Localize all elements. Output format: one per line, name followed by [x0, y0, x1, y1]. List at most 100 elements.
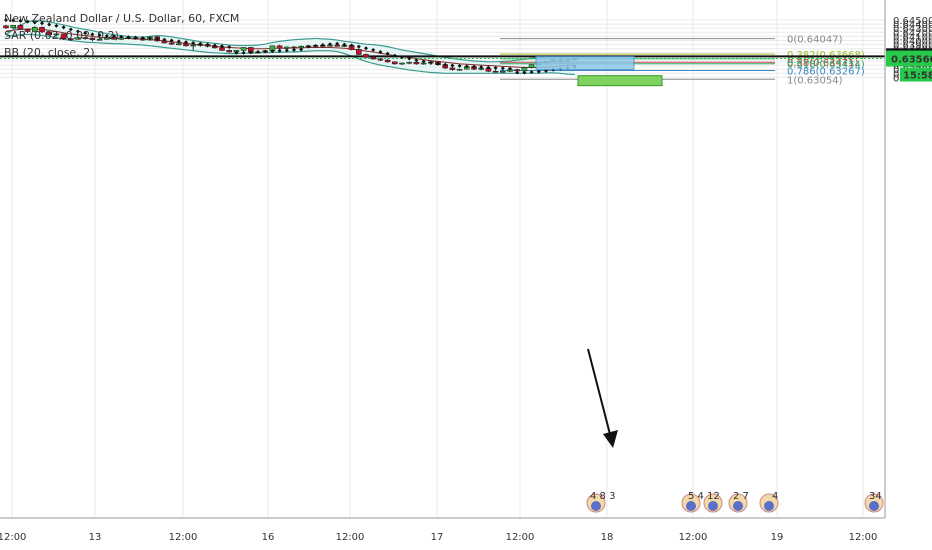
candle-body — [276, 45, 283, 49]
y-tick-label: 0.64300 — [893, 24, 932, 35]
candle-body — [240, 47, 247, 51]
candle-body — [168, 42, 175, 45]
candle-body — [363, 54, 369, 58]
y-tick-label: 0.64200 — [893, 28, 932, 39]
event-icon-flag — [764, 501, 774, 511]
event-calendar-icon — [681, 493, 701, 513]
sar-dot — [90, 32, 95, 37]
y-tick-label: 0.63400 — [893, 61, 932, 72]
sar-dot — [443, 62, 448, 67]
countdown-label: 15:58 — [903, 71, 932, 82]
event-icon-flag — [869, 501, 879, 511]
event-calendar-icon — [728, 493, 748, 513]
x-tick-label: 12:00 — [679, 532, 708, 543]
candle-body — [377, 58, 384, 61]
event-icon-label: 2 7 — [733, 491, 749, 502]
sar-dot — [508, 66, 512, 71]
sar-dot — [450, 63, 455, 68]
sar-dot — [299, 47, 304, 52]
candle-body — [413, 61, 420, 65]
sar-dot — [263, 49, 268, 54]
event-icon-flag — [733, 501, 743, 511]
sar-dot — [11, 18, 16, 23]
y-tick-label: 0.64100 — [893, 32, 932, 43]
x-tick-label: 17 — [431, 532, 444, 543]
sar-dot — [472, 64, 476, 69]
candle-body — [406, 61, 413, 64]
last-price-label-bg — [886, 50, 932, 67]
x-tick-label: 13 — [89, 532, 102, 543]
sar-dot — [119, 34, 124, 39]
candle-body — [226, 50, 232, 53]
x-tick-label: 19 — [771, 532, 784, 543]
resistance-zone-box — [535, 56, 635, 71]
candle-body — [492, 70, 499, 73]
down-arrow-shaft — [587, 348, 613, 443]
sar-dot — [464, 64, 469, 69]
x-tick-label: 12:00 — [169, 532, 198, 543]
candle-body — [521, 67, 528, 72]
event-calendar-icon — [864, 493, 884, 513]
sar-dot — [335, 41, 340, 46]
candle-body — [176, 43, 182, 46]
candle-body — [46, 31, 53, 36]
candle-body — [384, 59, 391, 63]
y-tick-label: 0.64000 — [893, 37, 932, 48]
event-calendar-icon — [759, 493, 779, 513]
legend-bb: BB (20, close, 2) — [4, 46, 95, 59]
fib-level-label: 0(0.64047) — [787, 35, 843, 46]
candle-body — [291, 46, 297, 49]
candle-body — [370, 57, 377, 60]
chart-legend: New Zealand Dollar / U.S. Dollar, 60, FX… — [4, 10, 239, 61]
event-calendar-icon — [586, 493, 606, 513]
candle-body — [399, 62, 405, 65]
x-tick-label: 12:00 — [336, 532, 365, 543]
sar-dot — [40, 21, 44, 26]
candle-body — [17, 25, 24, 30]
event-icon-flag — [708, 501, 718, 511]
y-tick-label: 0.64500 — [893, 16, 932, 27]
bb-upper-line — [5, 19, 575, 63]
target-zone-box — [577, 75, 663, 87]
bb-lower-line — [5, 33, 575, 76]
candle-body — [3, 25, 9, 29]
candle-body — [391, 61, 398, 65]
x-tick-label: 16 — [262, 532, 275, 543]
fib-level-label: 0.618(0.63434) — [787, 60, 865, 71]
candle-body — [82, 37, 88, 39]
candle-body — [39, 27, 45, 33]
fib-level-label: 0.5(0.63551) — [787, 55, 852, 66]
last-price-label: 0.63560 — [891, 55, 932, 66]
candle-body — [68, 38, 74, 41]
candle-body — [96, 38, 103, 41]
candle-body — [53, 33, 60, 36]
x-tick-label: 12:00 — [0, 532, 26, 543]
sar-dot — [97, 33, 102, 38]
countdown-label-bg — [900, 67, 932, 82]
candle-body — [499, 70, 506, 73]
fib-level-label: 1(0.63054) — [787, 75, 843, 86]
event-icon-label: 34 — [869, 491, 882, 502]
sar-dot — [457, 63, 462, 68]
x-tick-label: 12:00 — [506, 532, 535, 543]
legend-title: New Zealand Dollar / U.S. Dollar, 60, FX… — [4, 12, 240, 25]
sar-dot — [371, 47, 376, 52]
sar-dot — [479, 65, 484, 70]
bb-basis-line — [5, 28, 575, 69]
candle-body — [10, 25, 16, 29]
candle-body — [75, 37, 81, 40]
event-icon-flag — [686, 501, 696, 511]
y-tick-label: 0.64400 — [893, 20, 932, 31]
sar-dot — [407, 56, 412, 61]
event-icon-label: 4 8 3 — [590, 491, 615, 502]
down-arrow-head — [603, 430, 618, 448]
candle-body — [24, 29, 31, 32]
legend-sar: SAR (0.02, 0.02, 0.2) — [4, 29, 119, 42]
candle-body — [60, 33, 67, 40]
event-icon-label: 5 4 12 — [688, 491, 720, 502]
event-calendar-icon — [703, 493, 723, 513]
x-tick-label: 18 — [601, 532, 614, 543]
event-icon-flag — [591, 501, 601, 511]
candle-body — [456, 68, 463, 71]
